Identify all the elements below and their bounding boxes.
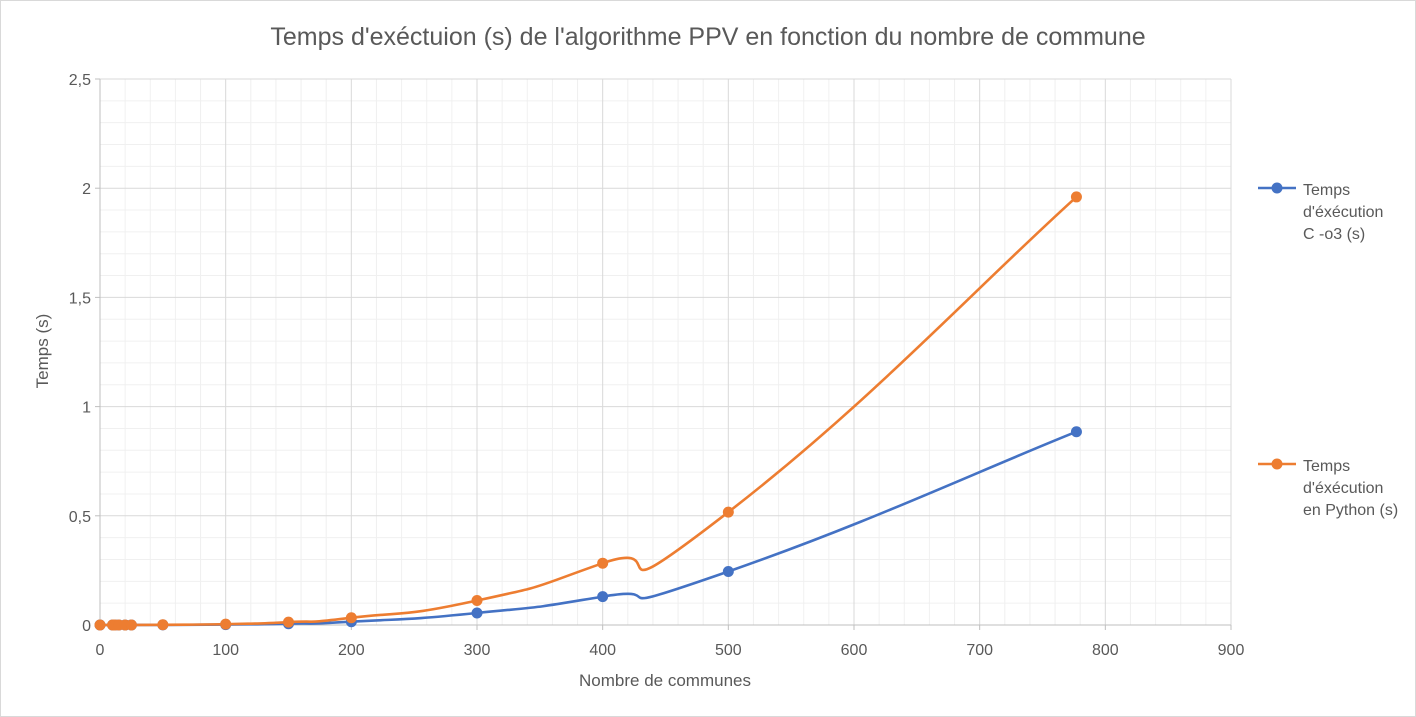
chart-title: Temps d'exéctuion (s) de l'algorithme PP…: [270, 23, 1145, 51]
series-line: [99, 195, 1078, 627]
legend-label: C -o3 (s): [1303, 226, 1365, 243]
data-point: [345, 612, 357, 624]
x-tick-label: 400: [589, 642, 616, 659]
x-tick-label: 600: [841, 642, 868, 659]
x-tick-label: 0: [96, 642, 105, 659]
x-tick-label: 100: [212, 642, 239, 659]
data-point: [220, 618, 232, 630]
legend-entry-0: Temps d'éxécution C -o3 (s): [1258, 182, 1383, 243]
data-point: [125, 619, 137, 631]
data-point: [471, 595, 483, 607]
data-point: [597, 557, 609, 569]
data-point: [283, 616, 294, 628]
x-tick-label: 700: [966, 642, 993, 659]
x-tick-label: 500: [715, 642, 742, 659]
series: [94, 191, 1082, 631]
y-tick-label: 0,5: [69, 509, 91, 526]
data-point: [157, 619, 169, 631]
data-point: [471, 607, 483, 619]
data-point: [722, 506, 734, 518]
y-tick-label: 1: [82, 400, 91, 417]
data-point: [722, 565, 734, 577]
legend-label: Temps: [1303, 182, 1350, 199]
series-1: [94, 191, 1082, 631]
x-tick-label: 300: [464, 642, 491, 659]
legend-point-marker: [1271, 458, 1283, 470]
series-line: [99, 430, 1077, 627]
legend-point-marker: [1271, 182, 1283, 194]
y-tick-label: 2,5: [69, 72, 91, 89]
data-point: [597, 591, 609, 603]
legend-entry-1: Temps d'éxécution en Python (s): [1258, 458, 1398, 519]
data-point: [1070, 191, 1082, 203]
y-tick-label: 0: [82, 618, 91, 635]
legend-label: en Python (s): [1303, 502, 1398, 519]
y-axis-label: Temps (s): [33, 314, 52, 389]
x-tick-label: 900: [1218, 642, 1245, 659]
legend-label: Temps: [1303, 458, 1350, 475]
grid: [100, 78, 1232, 625]
x-axis-label: Nombre de communes: [579, 671, 751, 690]
legend-label: d'éxécution: [1303, 480, 1383, 497]
y-tick-label: 1,5: [69, 290, 91, 307]
y-tick-label: 2: [82, 181, 91, 198]
data-point: [94, 619, 106, 631]
data-point: [1070, 426, 1082, 438]
series-0: [94, 426, 1082, 631]
x-tick-label: 200: [338, 642, 365, 659]
x-tick-label: 800: [1092, 642, 1119, 659]
legend-label: d'éxécution: [1303, 204, 1383, 221]
axes: 0 100 200 300 400 500 600 700 800 900 0 0,5 1 1,5 2 2,5: [69, 72, 1245, 659]
legend: Temps d'éxécution C -o3 (s) Temps d'éxécutio…: [1258, 182, 1398, 519]
